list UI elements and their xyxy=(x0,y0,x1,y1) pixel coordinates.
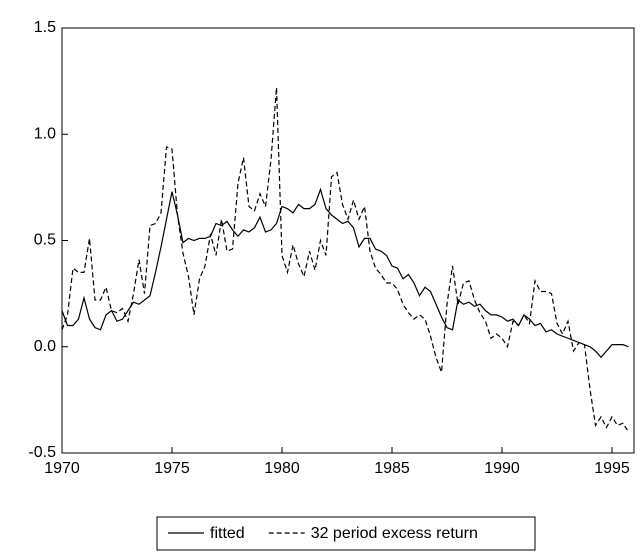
legend-label: 32 period excess return xyxy=(311,525,478,542)
series-line xyxy=(61,187,629,359)
legend-label: fitted xyxy=(210,525,245,542)
x-tick-label: 1970 xyxy=(44,460,80,477)
x-tick-label: 1975 xyxy=(154,460,190,477)
y-tick-label: 0.5 xyxy=(34,232,56,249)
x-tick-label: 1995 xyxy=(594,460,630,477)
y-tick-label: -0.5 xyxy=(28,444,56,461)
y-tick-label: 1.5 xyxy=(34,19,56,36)
x-tick-label: 1985 xyxy=(374,460,410,477)
x-tick-label: 1990 xyxy=(484,460,520,477)
plot-frame xyxy=(61,27,635,454)
series-line xyxy=(61,87,630,433)
legend-box xyxy=(156,516,536,551)
x-tick-label: 1980 xyxy=(264,460,300,477)
y-tick-label: 1.0 xyxy=(34,125,56,142)
y-tick-label: 0.0 xyxy=(34,338,56,355)
